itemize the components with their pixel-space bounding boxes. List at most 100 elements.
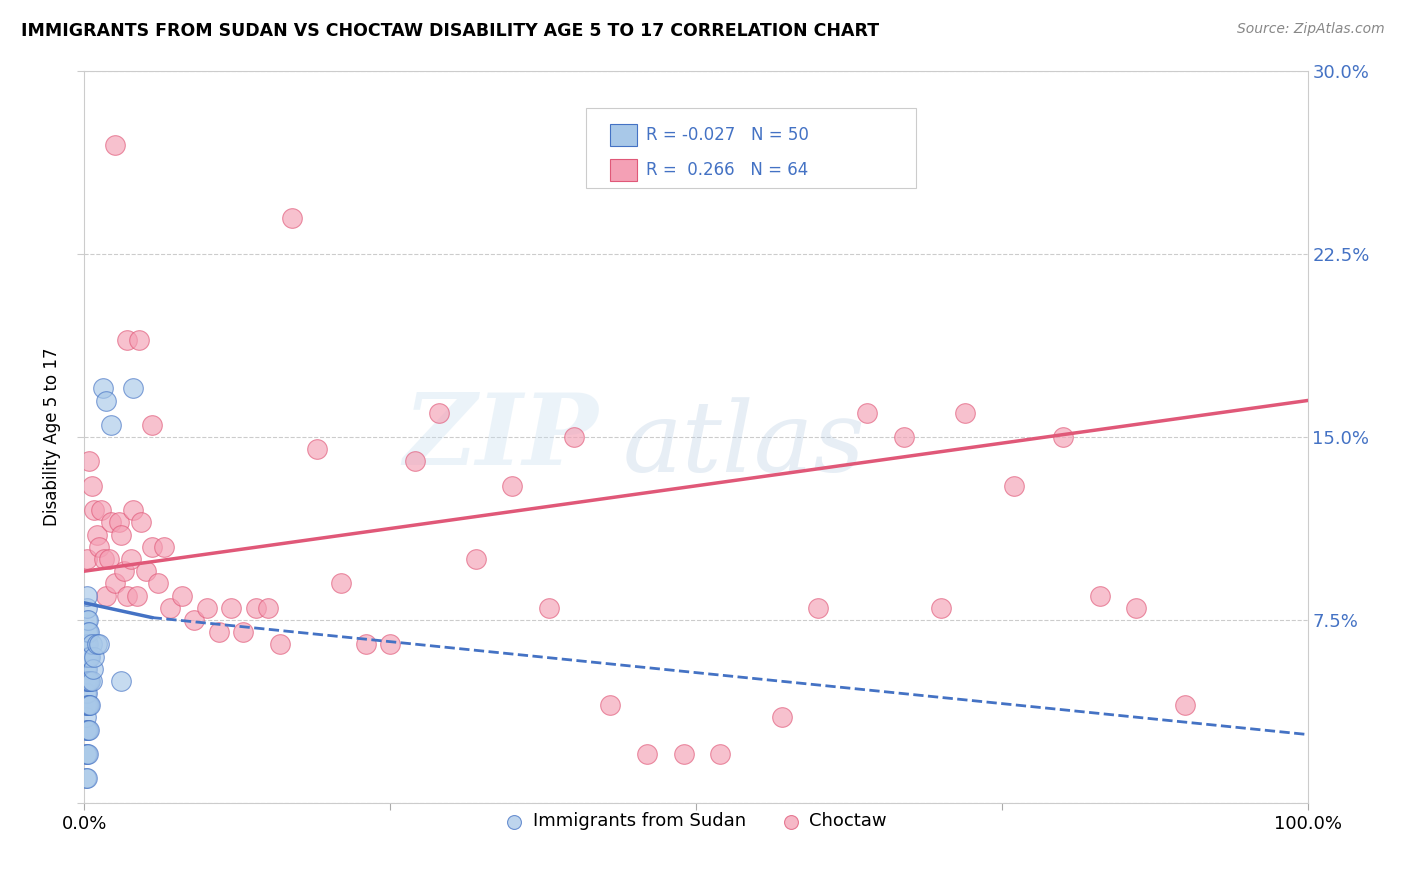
Point (122, 503, 145, 517)
Point (257, 600, 280, 615)
Point (79, 698, 101, 713)
Point (80, 637, 103, 651)
Point (77, 723, 100, 737)
Point (929, 600, 952, 615)
Point (172, 589, 194, 603)
Point (219, 600, 242, 615)
Point (1052, 430, 1074, 444)
Point (1002, 479, 1025, 493)
Point (76, 613, 98, 627)
Point (770, 710, 793, 724)
Point (86, 527, 108, 541)
Point (953, 406, 976, 420)
Point (427, 406, 450, 420)
Point (82, 662, 104, 676)
Point (75, 747, 97, 761)
Point (281, 211, 304, 225)
Point (77, 649, 100, 664)
Text: R = -0.027   N = 50: R = -0.027 N = 50 (645, 126, 808, 144)
Point (107, 516, 129, 530)
Point (77, 673, 100, 688)
Point (129, 516, 152, 530)
Point (672, 747, 695, 761)
Point (100, 516, 122, 530)
Point (80, 673, 103, 688)
Point (76, 698, 98, 713)
Point (76, 747, 98, 761)
Point (87, 540, 110, 554)
Point (115, 333, 138, 347)
Point (76, 686, 98, 700)
Point (159, 600, 181, 615)
Point (79, 673, 101, 688)
Text: Source: ZipAtlas.com: Source: ZipAtlas.com (1237, 22, 1385, 37)
Point (562, 430, 585, 444)
Point (79, 649, 101, 664)
Point (1088, 589, 1111, 603)
Point (93, 552, 115, 566)
Point (75, 637, 97, 651)
Point (709, 747, 731, 761)
Text: ZIP: ZIP (404, 389, 598, 485)
Point (599, 698, 621, 713)
Point (120, 552, 142, 566)
Point (245, 600, 267, 615)
Point (76, 662, 98, 676)
Point (380, 637, 402, 651)
Point (77, 649, 100, 664)
Point (76, 589, 98, 603)
Point (104, 576, 127, 591)
Point (77, 625, 100, 640)
Point (76, 723, 98, 737)
Point (76, 772, 98, 786)
Point (90, 503, 112, 517)
Point (128, 333, 150, 347)
Point (75, 772, 97, 786)
Point (110, 673, 132, 688)
Point (330, 576, 353, 591)
Point (76, 649, 98, 664)
Point (1125, 600, 1147, 615)
Point (76, 625, 98, 640)
FancyBboxPatch shape (586, 108, 917, 188)
Y-axis label: Disability Age 5 to 17: Disability Age 5 to 17 (44, 348, 62, 526)
Point (96, 393, 118, 408)
Point (80, 479, 103, 493)
Point (195, 600, 218, 615)
Point (77, 723, 100, 737)
Point (354, 637, 377, 651)
Text: R =  0.266   N = 64: R = 0.266 N = 64 (645, 161, 808, 179)
Point (110, 527, 132, 541)
Point (1174, 698, 1197, 713)
Point (77, 698, 100, 713)
Point (77, 613, 100, 627)
Point (77, 625, 100, 640)
Point (87, 637, 110, 651)
Point (77, 673, 100, 688)
Point (77, 747, 100, 761)
Point (141, 417, 163, 432)
Point (77, 454, 100, 468)
Point (96, 589, 118, 603)
Point (75, 649, 97, 664)
Point (76, 552, 98, 566)
Point (76, 600, 98, 615)
Point (141, 540, 163, 554)
Point (125, 589, 148, 603)
Point (83, 503, 105, 517)
Point (75, 686, 97, 700)
Legend: Immigrants from Sudan, Choctaw: Immigrants from Sudan, Choctaw (498, 805, 894, 838)
Point (232, 625, 254, 640)
FancyBboxPatch shape (610, 159, 637, 181)
Point (404, 454, 426, 468)
Point (115, 589, 138, 603)
Point (269, 637, 291, 651)
Point (153, 540, 176, 554)
Point (83, 649, 105, 664)
Point (97, 552, 120, 566)
Point (112, 564, 135, 578)
Point (77, 637, 100, 651)
Point (75, 723, 97, 737)
Point (104, 137, 127, 152)
FancyBboxPatch shape (610, 124, 637, 146)
